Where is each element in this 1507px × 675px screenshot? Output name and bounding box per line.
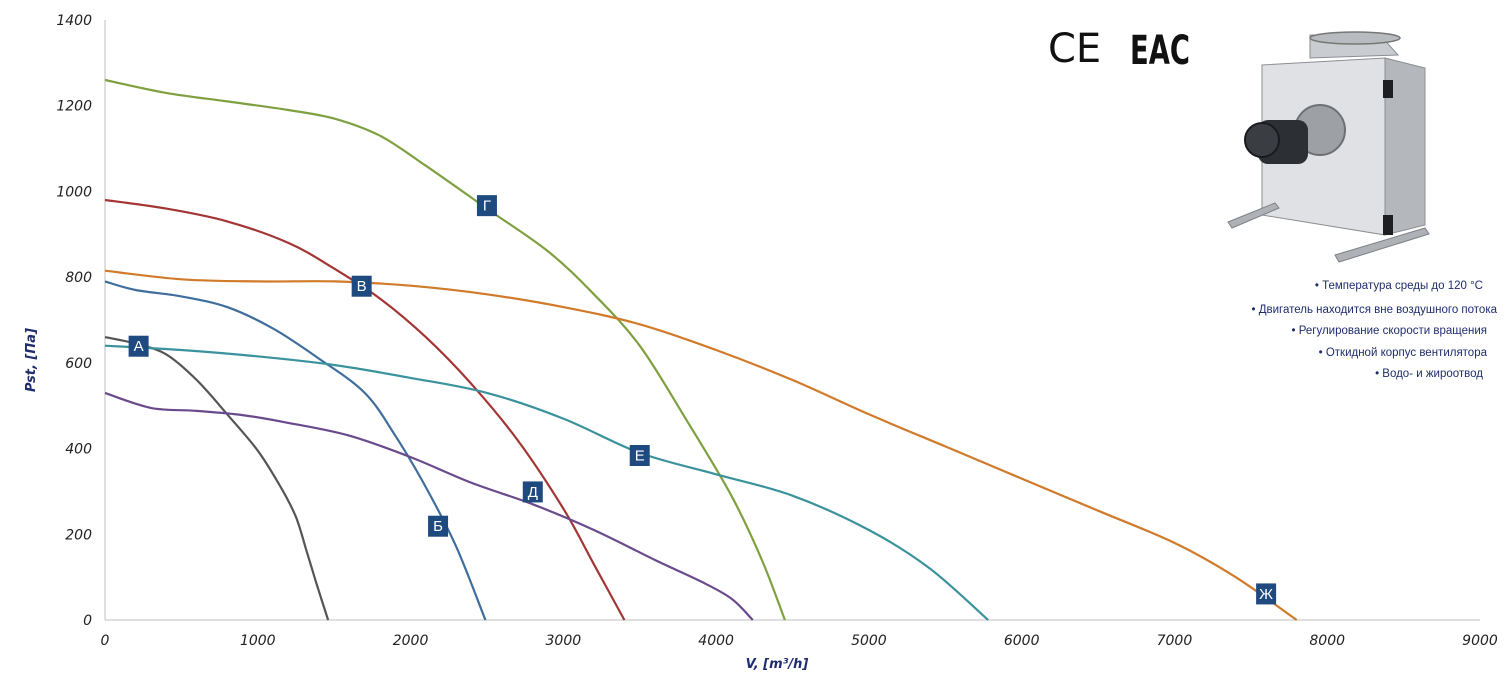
curve-label-text: Б bbox=[433, 518, 443, 535]
cabinet-fan-icon bbox=[1227, 31, 1430, 263]
series-line-В bbox=[104, 198, 626, 621]
x-axis-title: V, [m³/h] bbox=[746, 657, 809, 672]
x-tick-label: 7000 bbox=[1157, 633, 1193, 649]
feature-item: • Водо- и жироотвод bbox=[1375, 368, 1483, 380]
series-line-Д bbox=[104, 391, 754, 621]
x-tick-label: 5000 bbox=[851, 633, 887, 649]
series-line-А bbox=[104, 336, 330, 621]
curve-label: Б bbox=[428, 515, 449, 537]
feature-list: • Температура среды до 120 °C • Двигател… bbox=[1252, 280, 1498, 380]
curve-label-text: Г bbox=[483, 198, 491, 215]
curve-label: В bbox=[351, 275, 372, 297]
series-line-Б bbox=[104, 280, 487, 621]
x-tick-label: 6000 bbox=[1004, 633, 1040, 649]
y-tick-label: 0 bbox=[83, 613, 92, 629]
x-tick-label: 0 bbox=[101, 633, 110, 649]
y-tick-labels: 0 200 400 600 800 1000 1200 1400 bbox=[56, 13, 92, 629]
curve-label: А bbox=[128, 335, 149, 357]
y-tick-label: 400 bbox=[65, 442, 92, 458]
curve-label-text: А bbox=[134, 338, 144, 355]
curve-label-text: Д bbox=[528, 484, 538, 501]
feature-item: • Регулирование скорости вращения bbox=[1291, 325, 1487, 337]
x-tick-label: 8000 bbox=[1309, 633, 1345, 649]
curve-label-text: Е bbox=[635, 448, 645, 465]
curve-label: Г bbox=[476, 195, 497, 217]
curve-label: Е bbox=[629, 445, 650, 466]
curve-label: Д bbox=[522, 481, 543, 503]
y-tick-label: 1200 bbox=[56, 99, 92, 115]
series-line-Ж bbox=[104, 269, 1298, 621]
curve-label-box bbox=[522, 481, 543, 503]
series-line-Е bbox=[104, 344, 989, 621]
curve-label-text: В bbox=[357, 278, 367, 295]
certification-marks: CE EAC bbox=[1048, 22, 1192, 74]
feature-item: • Температура среды до 120 °C bbox=[1315, 280, 1483, 292]
y-tick-label: 800 bbox=[65, 270, 92, 286]
curve-label-box bbox=[428, 515, 449, 537]
x-tick-label: 9000 bbox=[1462, 633, 1498, 649]
curve-label-box bbox=[476, 195, 497, 217]
y-axis-title: Pst, [Па] bbox=[24, 328, 39, 392]
curve-label-box bbox=[351, 275, 372, 297]
y-tick-label: 600 bbox=[65, 356, 92, 372]
x-tick-label: 1000 bbox=[240, 633, 276, 649]
eac-mark-text: EAC bbox=[1130, 28, 1190, 74]
performance-curves bbox=[104, 78, 1298, 621]
x-tick-label: 2000 bbox=[393, 633, 429, 649]
eac-mark: EAC bbox=[1130, 22, 1192, 74]
x-tick-labels: 0 1000 2000 3000 4000 5000 6000 7000 8000 9000 bbox=[101, 633, 1498, 649]
curve-label-box bbox=[1256, 583, 1277, 605]
feature-item: • Двигатель находится вне воздушного пот… bbox=[1252, 304, 1498, 316]
curve-labels: А Б В Г Д Е Ж bbox=[128, 195, 1277, 605]
ce-mark: CE bbox=[1048, 26, 1101, 72]
y-tick-label: 200 bbox=[65, 527, 92, 543]
curve-label-text: Ж bbox=[1259, 586, 1273, 603]
curve-label-box bbox=[629, 445, 650, 466]
y-tick-label: 1000 bbox=[56, 184, 92, 200]
feature-item: • Откидной корпус вентилятора bbox=[1319, 347, 1488, 359]
curve-label: Ж bbox=[1256, 583, 1277, 605]
axes bbox=[104, 20, 1480, 621]
series-line-Г bbox=[104, 78, 786, 621]
y-tick-label: 1400 bbox=[56, 13, 92, 29]
x-tick-label: 4000 bbox=[698, 633, 734, 649]
curve-label-box bbox=[128, 335, 149, 357]
x-tick-label: 3000 bbox=[546, 633, 582, 649]
